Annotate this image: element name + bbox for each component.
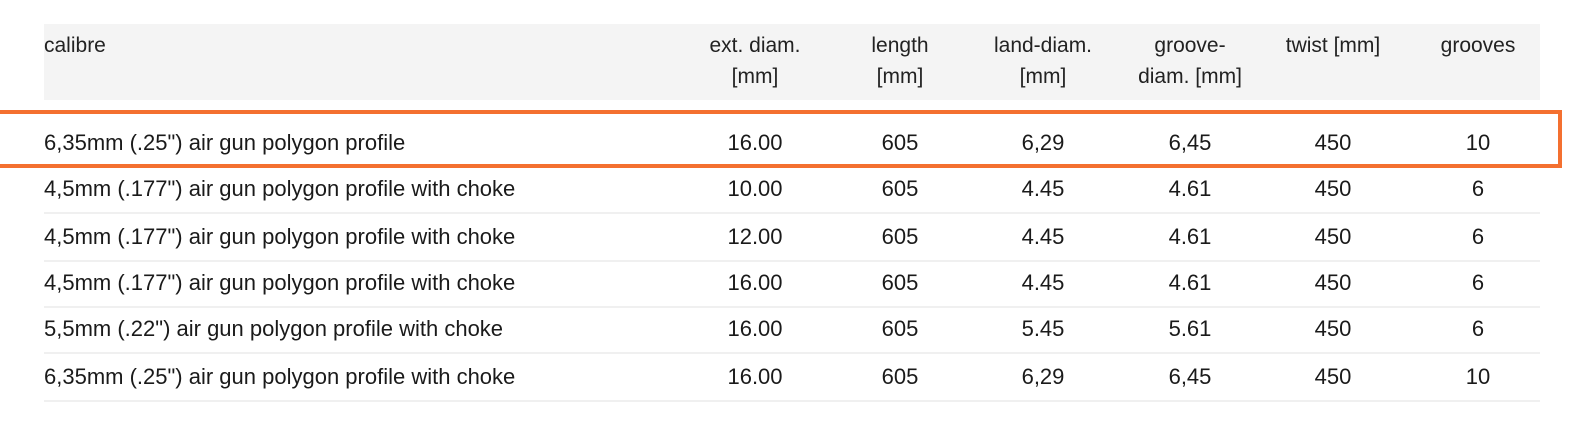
column-header-grooves: grooves — [1398, 30, 1558, 61]
cell-calibre: 4,5mm (.177") air gun polygon profile wi… — [44, 270, 516, 295]
cell-calibre: 4,5mm (.177") air gun polygon profile wi… — [44, 176, 516, 201]
cell-length: 605 — [881, 364, 919, 389]
cell-length: 605 — [881, 224, 919, 249]
cell-groove-diam: 6,45 — [1168, 364, 1212, 389]
cell-length: 605 — [881, 130, 919, 155]
cell-calibre: 4,5mm (.177") air gun polygon profile wi… — [44, 224, 516, 249]
cell-grooves: 6 — [1471, 270, 1485, 295]
column-header-length: length [mm] — [820, 30, 980, 92]
cell-groove-diam: 4.61 — [1168, 224, 1212, 249]
cell-grooves: 6 — [1471, 176, 1485, 201]
column-header-line: [mm] — [1019, 65, 1067, 88]
cell-twist: 450 — [1314, 224, 1352, 249]
cell-grooves: 6 — [1471, 224, 1485, 249]
column-header-twist: twist [mm] — [1253, 30, 1413, 61]
column-header-line: twist [mm] — [1285, 34, 1381, 57]
column-header-line: calibre — [44, 34, 106, 57]
cell-ext-diam: 12.00 — [727, 224, 783, 249]
table-row[interactable]: 4,5mm (.177") air gun polygon profile wi… — [44, 214, 1540, 262]
cell-groove-diam: 4.61 — [1168, 270, 1212, 295]
column-header-line: length — [871, 34, 929, 57]
cell-land-diam: 6,29 — [1021, 130, 1065, 155]
cell-ext-diam: 16.00 — [727, 316, 783, 341]
cell-land-diam: 4.45 — [1021, 224, 1065, 249]
cell-land-diam: 4.45 — [1021, 270, 1065, 295]
column-header-line: [mm] — [876, 65, 924, 88]
cell-grooves: 10 — [1465, 364, 1491, 389]
cell-land-diam: 6,29 — [1021, 364, 1065, 389]
cell-land-diam: 4.45 — [1021, 176, 1065, 201]
cell-ext-diam: 16.00 — [727, 130, 783, 155]
cell-length: 605 — [881, 316, 919, 341]
table-row[interactable]: 4,5mm (.177") air gun polygon profile wi… — [44, 260, 1540, 308]
cell-twist: 450 — [1314, 130, 1352, 155]
cell-grooves: 6 — [1471, 316, 1485, 341]
table-row[interactable]: 6,35mm (.25") air gun polygon profile wi… — [44, 354, 1540, 402]
cell-grooves: 10 — [1465, 130, 1491, 155]
cell-calibre: 6,35mm (.25") air gun polygon profile — [44, 130, 406, 155]
table-row[interactable]: 5,5mm (.22") air gun polygon profile wit… — [44, 306, 1540, 354]
cell-twist: 450 — [1314, 176, 1352, 201]
cell-calibre: 5,5mm (.22") air gun polygon profile wit… — [44, 316, 504, 341]
cell-twist: 450 — [1314, 270, 1352, 295]
cell-length: 605 — [881, 270, 919, 295]
column-header-line: ext. diam. — [709, 34, 801, 57]
column-header-calibre: calibre — [44, 30, 106, 61]
column-header-ext-diam: ext. diam. [mm] — [675, 30, 835, 92]
cell-groove-diam: 4.61 — [1168, 176, 1212, 201]
column-header-line: diam. [mm] — [1138, 65, 1242, 88]
cell-calibre: 6,35mm (.25") air gun polygon profile wi… — [44, 364, 516, 389]
cell-twist: 450 — [1314, 364, 1352, 389]
table-row[interactable]: 4,5mm (.177") air gun polygon profile wi… — [44, 166, 1540, 214]
table-row[interactable]: 6,35mm (.25") air gun polygon profile 16.… — [44, 120, 1540, 166]
column-header-line: [mm] — [731, 65, 779, 88]
cell-groove-diam: 6,45 — [1168, 130, 1212, 155]
cell-ext-diam: 16.00 — [727, 364, 783, 389]
cell-ext-diam: 16.00 — [727, 270, 783, 295]
column-header-line: grooves — [1440, 34, 1516, 57]
column-header-land-diam: land-diam. [mm] — [963, 30, 1123, 92]
cell-ext-diam: 10.00 — [727, 176, 783, 201]
cell-twist: 450 — [1314, 316, 1352, 341]
column-header-line: land-diam. — [993, 34, 1093, 57]
column-header-groove-diam: groove-diam. [mm] — [1110, 30, 1270, 92]
column-header-line: groove- — [1154, 34, 1226, 57]
cell-length: 605 — [881, 176, 919, 201]
cell-land-diam: 5.45 — [1021, 316, 1065, 341]
table-header: calibre ext. diam. [mm] length [mm] land-diam… — [44, 24, 1540, 100]
cell-groove-diam: 5.61 — [1168, 316, 1212, 341]
